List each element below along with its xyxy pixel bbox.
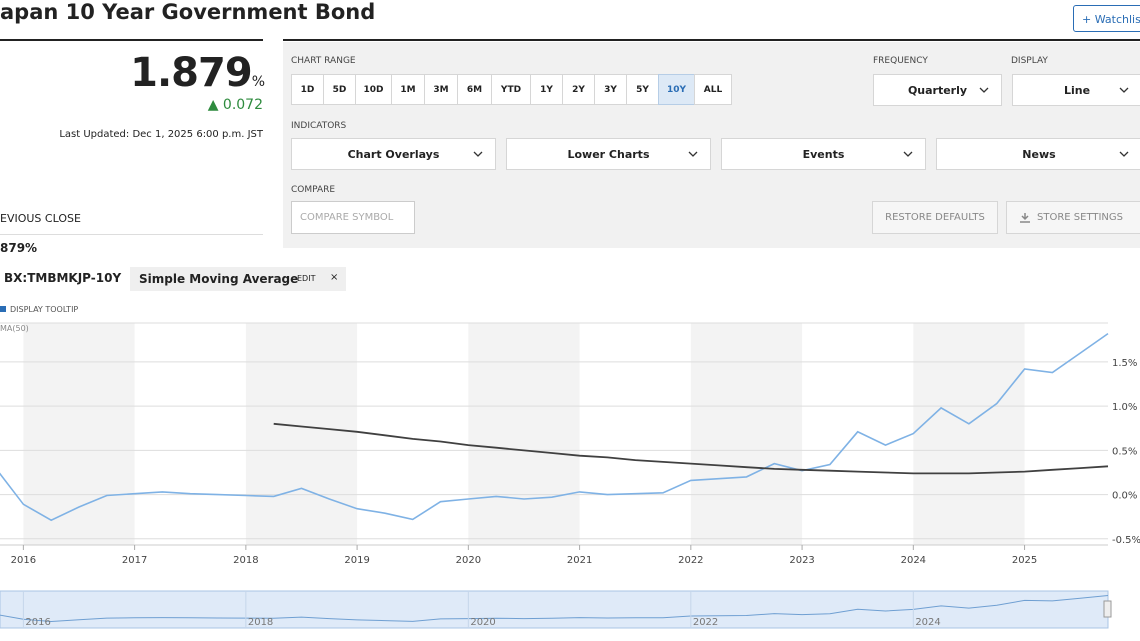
range-button[interactable]: ALL [694, 74, 732, 105]
chevron [473, 151, 483, 157]
x-tick-label: 2024 [901, 555, 926, 566]
range-button[interactable]: YTD [491, 74, 531, 105]
display-value: Line [1063, 84, 1091, 97]
compare-label: COMPARE [291, 185, 336, 195]
range-button[interactable]: 6M [457, 74, 492, 105]
range-button[interactable]: 10D [355, 74, 392, 105]
range-button[interactable]: 2Y [562, 74, 595, 105]
compare-input[interactable]: COMPARE SYMBOL [291, 201, 415, 234]
overlay-tab [130, 267, 346, 291]
price-unit: % [251, 74, 265, 90]
x-tick-label: 2020 [456, 555, 481, 566]
navigator-label: 2024 [915, 617, 940, 628]
x-tick-label: 2017 [122, 555, 147, 566]
indicator-label: News [1022, 148, 1056, 161]
indicator-label: Events [802, 148, 845, 161]
indicator-dropdown[interactable]: Lower Charts [506, 138, 711, 170]
series-line [0, 332, 1109, 522]
divider [0, 39, 263, 41]
series-line [273, 422, 1109, 475]
frequency-dropdown[interactable]: Quarterly [873, 74, 1002, 106]
range-button[interactable]: 5D [323, 74, 356, 105]
change-value: 0.072 [222, 97, 263, 113]
range-label: CHART RANGE [291, 56, 356, 66]
price-change: ▲ 0.072 [207, 97, 263, 113]
close-button[interactable]: × [330, 272, 339, 283]
navigator-label: 2022 [693, 617, 718, 628]
indicators-label: INDICATORS [291, 121, 347, 131]
display-dropdown[interactable]: Line [1012, 74, 1140, 106]
chevron [1119, 151, 1129, 157]
store-label: STORE SETTINGS [1037, 212, 1124, 223]
last-updated: Last Updated: Dec 1, 2025 6:00 p.m. JST [59, 129, 263, 140]
chevron [688, 151, 698, 157]
divider [283, 39, 1140, 41]
indicator-dropdown[interactable]: Events [721, 138, 926, 170]
chevron [903, 151, 913, 157]
x-tick-label: 2019 [344, 555, 369, 566]
watchlist-label: Watchlis [1094, 13, 1140, 26]
prev-close-label: EVIOUS CLOSE [0, 212, 81, 225]
indicator-dropdown[interactable]: Chart Overlays [291, 138, 496, 170]
indicator-dropdown[interactable]: News [936, 138, 1140, 170]
y-tick-label: -0.5% [1112, 535, 1140, 546]
year-band [690, 323, 803, 545]
frequency-label: FREQUENCY [873, 56, 928, 66]
indicator-label: Lower Charts [567, 148, 650, 161]
page-title: apan 10 Year Government Bond [0, 0, 376, 24]
range-button[interactable]: 3M [424, 74, 458, 105]
navigator-label: 2020 [470, 617, 495, 628]
checkbox[interactable] [0, 306, 6, 312]
year-band [245, 323, 358, 545]
y-tick-label: 1.5% [1112, 358, 1137, 369]
navigator-line [0, 595, 1109, 623]
frequency-value: Quarterly [907, 84, 968, 97]
indicator-label: Chart Overlays [347, 148, 440, 161]
sma-label: MA(50) [0, 324, 29, 333]
range-button[interactable]: 3Y [594, 74, 627, 105]
x-tick-label: 2021 [567, 555, 592, 566]
year-band [468, 323, 580, 545]
y-tick-label: 0.5% [1112, 446, 1137, 457]
x-tick-label: 2016 [11, 555, 36, 566]
symbol: BX:TMBMKJP-10Y [4, 271, 122, 285]
divider [0, 234, 263, 235]
navigator-label: 2018 [248, 617, 273, 628]
x-tick-label: 2023 [789, 555, 814, 566]
range-button[interactable]: 5Y [626, 74, 659, 105]
year-band [23, 323, 135, 545]
range-button[interactable]: 10Y [658, 74, 695, 105]
overlay-name: Simple Moving Average [139, 272, 299, 286]
x-tick-label: 2022 [678, 555, 703, 566]
year-band [913, 323, 1025, 545]
prev-close: 879% [0, 241, 38, 255]
chevron [979, 87, 989, 93]
y-tick-label: 1.0% [1112, 402, 1137, 413]
navigator-label: 2016 [25, 617, 50, 628]
watchlist-button[interactable]: + Watchlis [1073, 5, 1140, 32]
tooltip-label: DISPLAY TOOLTIP [10, 305, 79, 314]
chevron [1119, 87, 1129, 93]
x-tick-label: 2018 [233, 555, 258, 566]
store-button[interactable]: STORE SETTINGS [1006, 201, 1140, 234]
edit-button[interactable]: EDIT [297, 274, 316, 283]
range-button[interactable]: 1Y [530, 74, 563, 105]
navigator-handle[interactable] [1103, 600, 1112, 618]
display-label: DISPLAY [1011, 56, 1048, 66]
range-button[interactable]: 1D [291, 74, 324, 105]
price-value: 1.879 [130, 50, 253, 96]
range-button[interactable]: 1M [391, 74, 425, 105]
x-tick-label: 2025 [1012, 555, 1037, 566]
download-icon [1020, 213, 1030, 223]
y-tick-label: 0.0% [1112, 491, 1137, 502]
navigator [0, 590, 1109, 629]
price: 1.879% [130, 50, 265, 96]
restore-button[interactable]: RESTORE DEFAULTS [872, 201, 998, 234]
